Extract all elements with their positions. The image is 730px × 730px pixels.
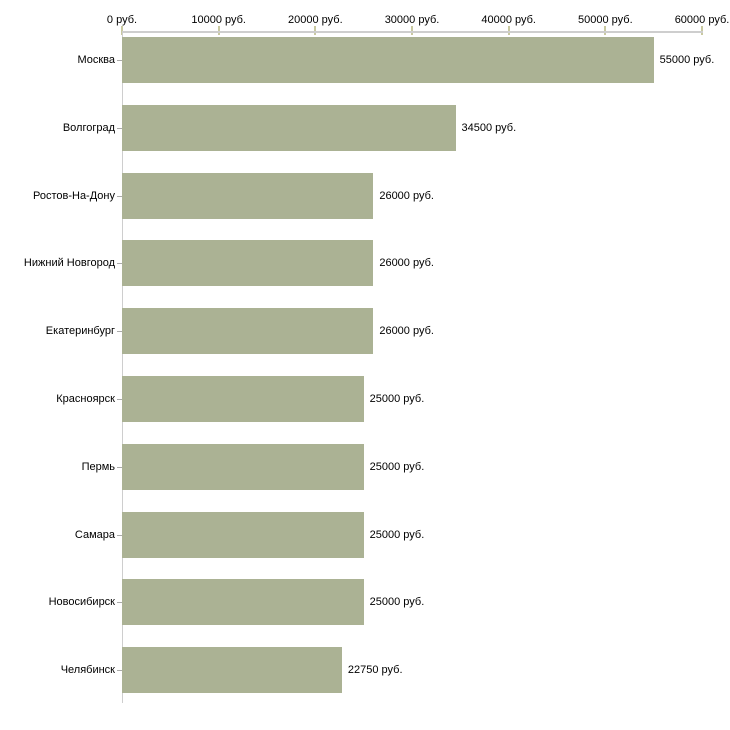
- category-label: Пермь: [81, 460, 115, 473]
- x-axis-tick-label: 40000 руб.: [481, 14, 536, 26]
- y-axis-tick-mark: [117, 195, 122, 197]
- x-axis-tick-label: 60000 руб.: [674, 14, 730, 26]
- value-label: 25000 руб.: [369, 596, 425, 609]
- category-label: Волгоград: [62, 121, 115, 134]
- value-label: 26000 руб.: [379, 257, 434, 270]
- y-axis-tick-mark: [117, 602, 122, 604]
- value-label: 26000 руб.: [379, 189, 434, 202]
- x-axis-tick-mark: [314, 26, 317, 35]
- value-label: 25000 руб.: [369, 393, 425, 405]
- x-axis-tick-mark: [507, 26, 510, 35]
- value-label: 55000 руб.: [659, 54, 715, 66]
- y-axis-tick-mark: [117, 60, 122, 61]
- y-axis-tick-mark: [117, 127, 122, 129]
- bar: [122, 172, 374, 219]
- category-label: Новосибирск: [48, 596, 115, 609]
- bar: [122, 579, 364, 626]
- y-axis-tick-mark: [117, 534, 122, 536]
- bar: [122, 443, 364, 490]
- y-axis-tick-mark: [117, 263, 122, 265]
- x-axis-tick-mark: [411, 26, 413, 35]
- bar: [122, 37, 654, 83]
- bar: [122, 647, 342, 694]
- category-label: Ростов-На-Дону: [32, 189, 115, 202]
- category-label: Самара: [74, 528, 115, 541]
- x-axis-tick-label: 20000 руб.: [288, 14, 343, 26]
- y-axis-tick-mark: [117, 670, 122, 672]
- value-label: 26000 руб.: [379, 325, 434, 338]
- y-axis-tick-mark: [117, 399, 122, 400]
- value-label: 25000 руб.: [369, 528, 425, 541]
- bar: [122, 511, 364, 558]
- y-axis-tick-mark: [117, 331, 122, 333]
- x-axis-tick-mark: [217, 26, 220, 35]
- x-axis-tick-mark: [701, 26, 703, 35]
- value-label: 25000 руб.: [369, 460, 425, 473]
- x-axis-tick-label: 50000 руб.: [578, 14, 633, 26]
- bar: [122, 240, 374, 287]
- category-label: Москва: [77, 54, 115, 66]
- category-label: Красноярск: [56, 393, 115, 405]
- x-axis-tick-mark: [121, 26, 123, 35]
- category-label: Екатеринбург: [45, 325, 115, 338]
- x-axis-tick-label: 10000 руб.: [191, 14, 246, 26]
- bar: [122, 308, 374, 355]
- bar: [122, 376, 364, 422]
- x-axis-tick-mark: [604, 26, 607, 35]
- x-axis-tick-label: 30000 руб.: [384, 14, 440, 26]
- value-label: 34500 руб.: [461, 121, 517, 134]
- x-axis-tick-label: 0 руб.: [106, 14, 138, 26]
- category-label: Челябинск: [60, 664, 115, 677]
- y-axis-tick-mark: [117, 466, 122, 468]
- value-label: 22750 руб.: [347, 664, 403, 677]
- category-label: Нижний Новгород: [23, 257, 115, 270]
- bar: [122, 104, 456, 151]
- x-axis-line: [122, 31, 703, 33]
- y-axis-line: [122, 32, 123, 703]
